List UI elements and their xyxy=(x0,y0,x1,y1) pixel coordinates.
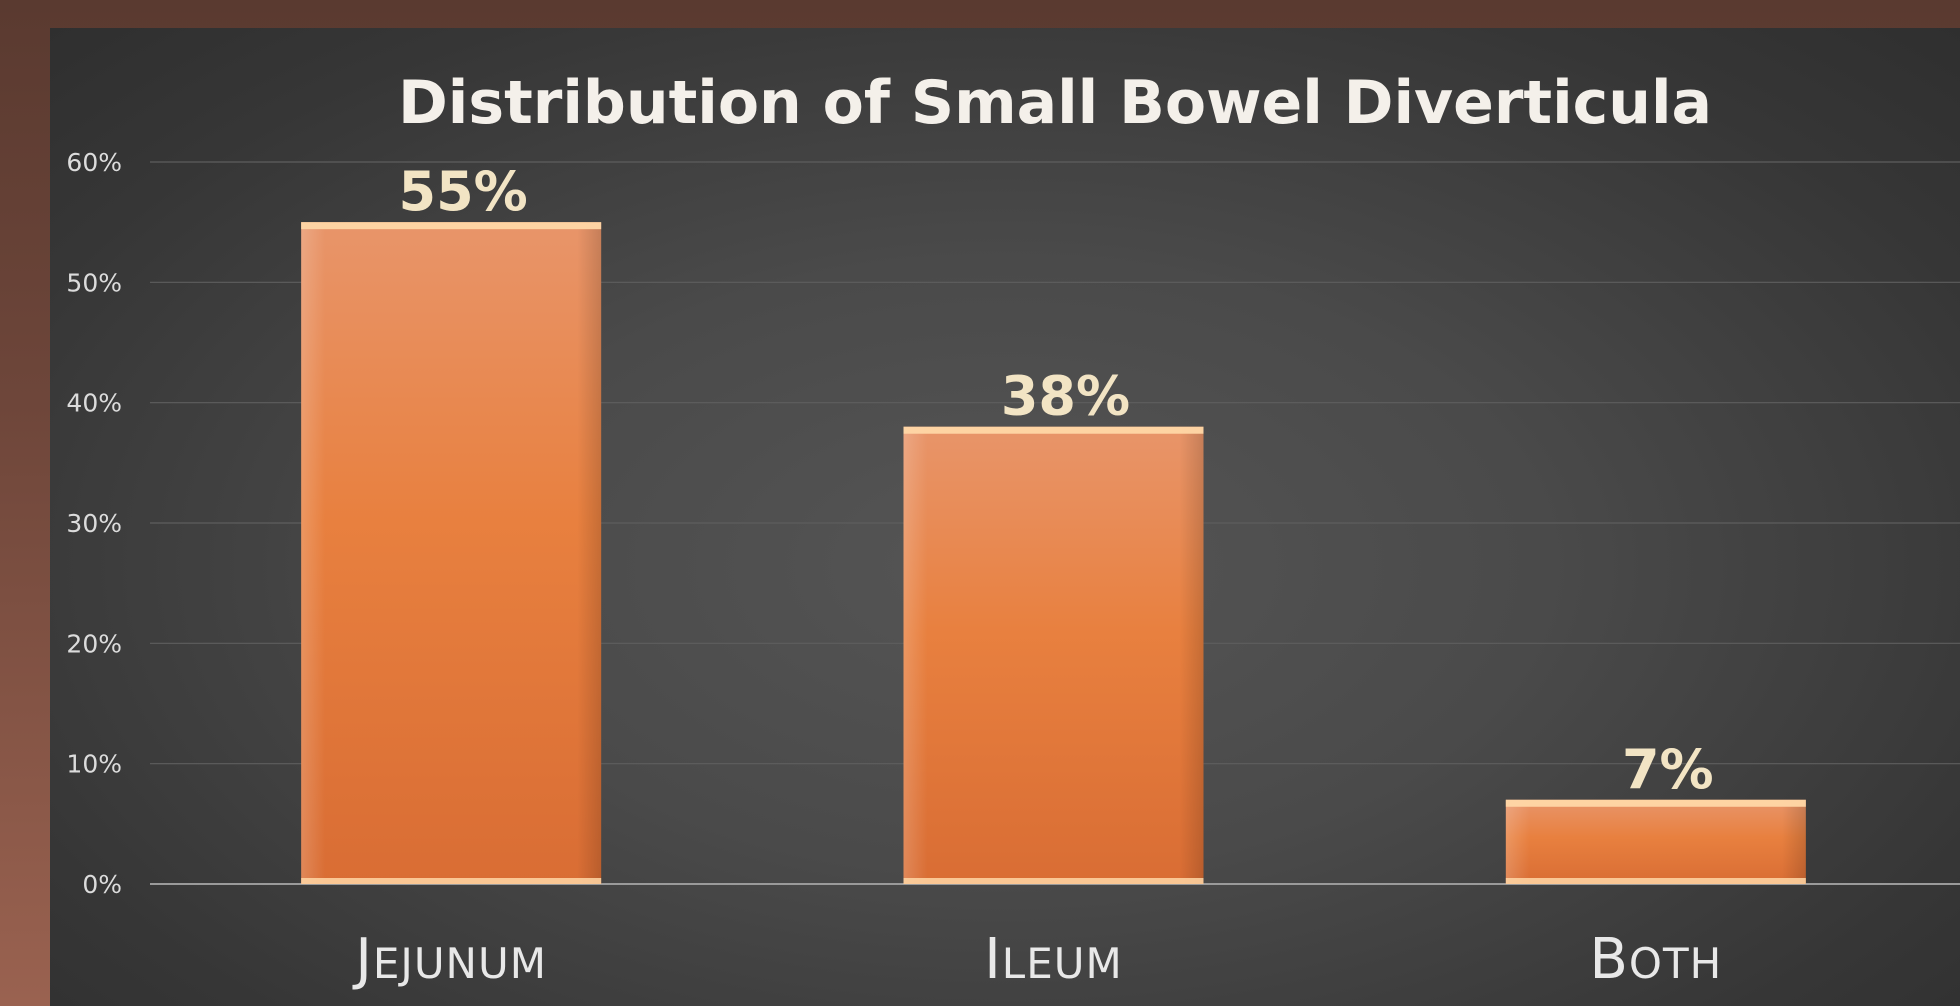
bar-bottom-cap xyxy=(1505,878,1806,884)
data-label: 7% xyxy=(1622,738,1714,801)
chart-slide: Distribution of Small Bowel Diverticula … xyxy=(50,28,1960,1006)
category-label: JEJUNUM xyxy=(352,927,547,992)
category-label: BOTH xyxy=(1589,927,1722,992)
y-tick-label: 30% xyxy=(66,509,122,538)
bar-shade xyxy=(903,426,1204,884)
bar-ileum xyxy=(903,426,1204,884)
y-tick-label: 10% xyxy=(66,750,122,779)
category-label: ILEUM xyxy=(984,927,1122,992)
y-axis-ticks: 0% 10% 20% 30% 40% 50% 60% xyxy=(66,148,122,899)
data-label: 38% xyxy=(1001,365,1130,428)
bar-top-cap xyxy=(301,222,602,230)
bars xyxy=(301,222,1806,884)
y-tick-label: 40% xyxy=(66,389,122,418)
y-tick-label: 60% xyxy=(66,148,122,177)
bar-bottom-cap xyxy=(903,878,1204,884)
y-tick-label: 0% xyxy=(82,870,122,899)
bar-shade xyxy=(301,222,602,884)
bar-chart: Distribution of Small Bowel Diverticula … xyxy=(66,68,1960,992)
data-label: 55% xyxy=(399,160,528,223)
bar-bottom-cap xyxy=(301,878,602,884)
y-tick-label: 50% xyxy=(66,268,122,297)
data-labels: 55% 38% 7% xyxy=(399,160,1714,801)
bar-jejunum xyxy=(301,222,602,884)
bar-top-cap xyxy=(1505,799,1806,807)
bar-shade xyxy=(1505,799,1806,884)
bar-top-cap xyxy=(903,426,1204,434)
bar-both xyxy=(1505,799,1806,884)
chart-title: Distribution of Small Bowel Diverticula xyxy=(398,68,1712,138)
y-tick-label: 20% xyxy=(66,629,122,658)
x-axis-categories: JEJUNUM ILEUM BOTH xyxy=(352,927,1722,992)
